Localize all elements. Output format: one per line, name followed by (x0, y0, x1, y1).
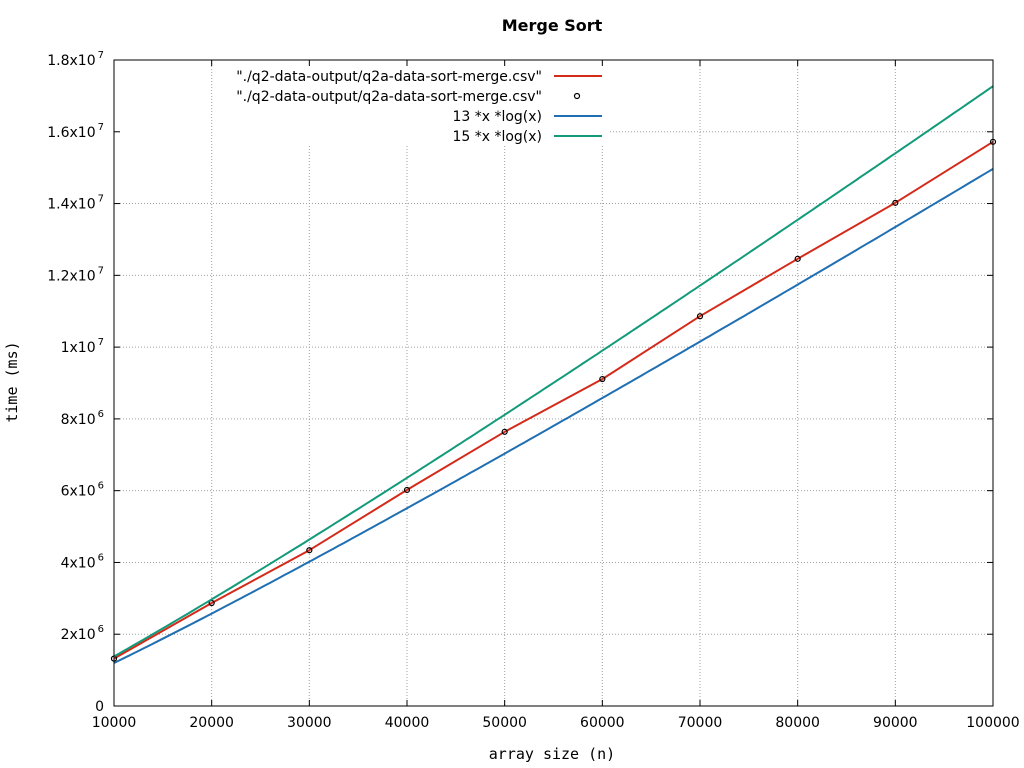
y-axis-label: time (ms) (3, 341, 21, 422)
y-tick-label: 6x10 6 (61, 481, 104, 500)
series-line-15-xlogx (113, 85, 994, 658)
y-tick-label: 4x10 6 (61, 552, 104, 571)
x-tick-label: 20000 (189, 715, 234, 731)
tick-labels: 10000 20000 30000 40000 50000 60000 70000 80000… (47, 50, 1019, 731)
series-line-csv (113, 140, 994, 660)
y-tick-label: 1x10 7 (61, 337, 104, 356)
y-tick-label: 8x10 6 (61, 409, 104, 428)
data-point (892, 199, 899, 206)
x-tick-label: 60000 (580, 715, 625, 731)
series-line-13-xlogx (113, 168, 994, 664)
x-tick-label: 90000 (873, 715, 918, 731)
y-tick-label: 1.6x10 7 (47, 122, 104, 141)
x-tick-label: 100000 (966, 715, 1019, 731)
legend-label: 15 *x *log(x) (452, 129, 542, 145)
y-tick-label: 1.2x10 7 (47, 265, 104, 284)
legend: "./q2-data-output/q2a-data-sort-merge.cs… (236, 69, 602, 145)
x-tick-label: 70000 (678, 715, 723, 731)
legend-point-sample (573, 92, 581, 100)
legend-label: "./q2-data-output/q2a-data-sort-merge.cs… (236, 89, 542, 105)
data-point (696, 313, 704, 320)
chart-title: Merge Sort (502, 16, 603, 35)
data-point (306, 547, 313, 554)
data-point (501, 428, 508, 435)
x-tick-label: 30000 (287, 715, 332, 731)
data-point (599, 375, 606, 383)
legend-label: "./q2-data-output/q2a-data-sort-merge.cs… (236, 69, 542, 85)
plot-frame (113, 59, 994, 707)
y-tick-label: 1.4x10 7 (47, 194, 104, 213)
x-tick-label: 80000 (775, 715, 820, 731)
data-point (794, 255, 801, 262)
y-tick-label: 1.8x10 7 (47, 50, 104, 69)
grid-lines (114, 60, 993, 706)
y-tick-label: 2x10 6 (61, 624, 104, 643)
plot-series (110, 85, 997, 664)
x-tick-label: 50000 (482, 715, 527, 731)
plot-border (113, 59, 994, 707)
x-axis-label: array size (n) (489, 745, 615, 763)
data-point (403, 486, 411, 494)
legend-label: 13 *x *log(x) (452, 109, 542, 125)
x-tick-label: 40000 (385, 715, 430, 731)
y-tick-label: 0 (95, 699, 104, 715)
x-tick-label: 10000 (92, 715, 137, 731)
